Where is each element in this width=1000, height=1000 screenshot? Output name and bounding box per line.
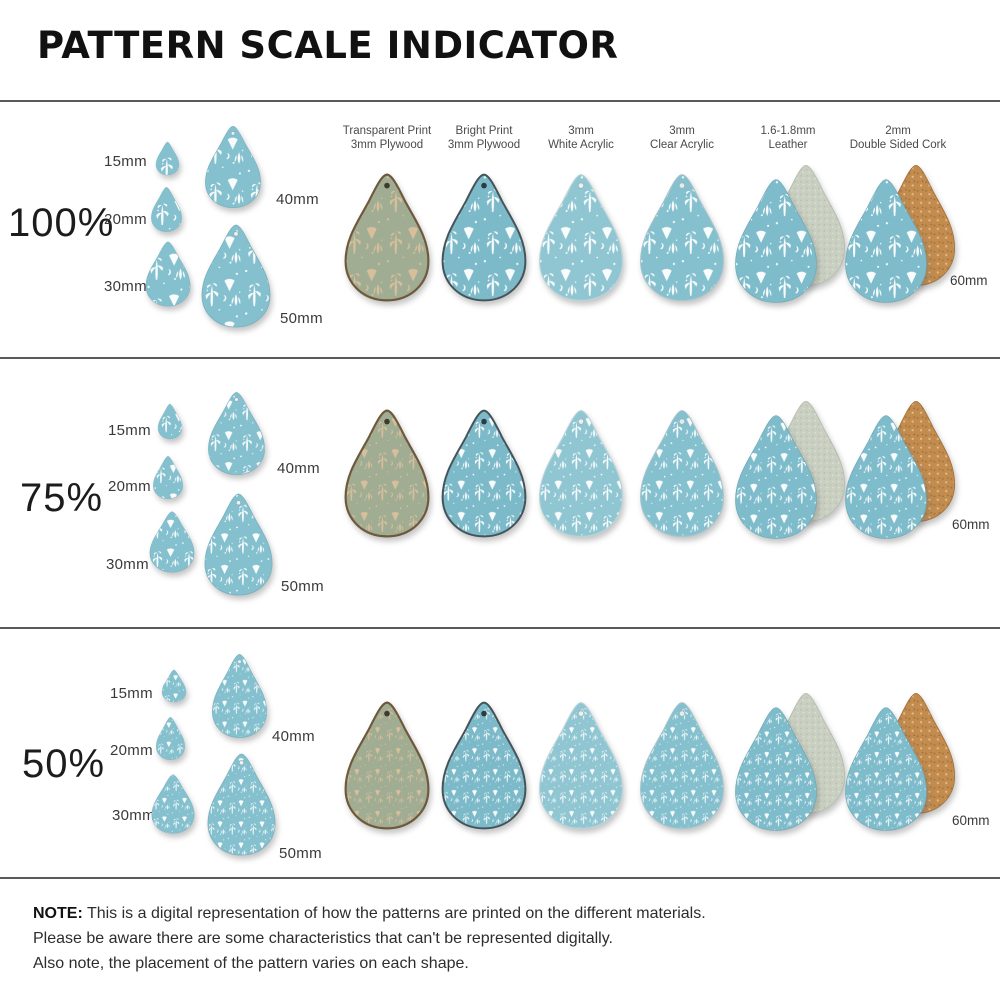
- teardrop-75-bright-plywood: [439, 407, 529, 540]
- material-header-bright-plywood: Bright Print 3mm Plywood: [447, 125, 521, 151]
- teardrop-50-transparent-plywood: [342, 699, 432, 832]
- teardrop-75-20mm: [152, 455, 184, 500]
- teardrop-100-50mm: [199, 222, 273, 330]
- teardrop-50-cork-front: [842, 704, 930, 834]
- size-label-30mm: 30mm: [106, 556, 149, 573]
- scale-label-50: 50%: [22, 742, 106, 786]
- teardrop-50-clear-acrylic: [637, 699, 727, 832]
- teardrop-50-50mm: [205, 751, 278, 858]
- size-label-40mm: 40mm: [276, 191, 319, 208]
- size-label-60mm: 60mm: [952, 813, 990, 828]
- size-label-15mm: 15mm: [108, 422, 151, 439]
- teardrop-100-40mm: [203, 124, 263, 210]
- size-label-60mm: 60mm: [952, 517, 990, 532]
- teardrop-100-20mm: [150, 186, 183, 233]
- divider: [0, 627, 1000, 629]
- teardrop-75-white-acrylic: [536, 407, 626, 540]
- note-label: NOTE:: [33, 905, 83, 922]
- teardrop-75-15mm: [157, 403, 183, 440]
- teardrop-50-30mm: [150, 773, 196, 835]
- material-header-white-acrylic: 3mm White Acrylic: [548, 125, 614, 151]
- teardrop-75-clear-acrylic: [637, 407, 727, 540]
- size-label-15mm: 15mm: [104, 153, 147, 170]
- size-label-50mm: 50mm: [281, 578, 324, 595]
- teardrop-75-transparent-plywood: [342, 407, 432, 540]
- material-header-leather: 1.6-1.8mm Leather: [760, 125, 816, 151]
- size-label-50mm: 50mm: [279, 845, 322, 862]
- teardrop-75-leather-front: [732, 412, 820, 542]
- teardrop-100-white-acrylic: [536, 171, 626, 304]
- size-label-50mm: 50mm: [280, 310, 323, 327]
- teardrop-50-leather-front: [732, 704, 820, 834]
- scale-label-100: 100%: [8, 201, 115, 245]
- teardrop-100-30mm: [144, 240, 192, 308]
- material-header-clear-acrylic: 3mm Clear Acrylic: [650, 125, 714, 151]
- teardrop-75-cork-front: [842, 412, 930, 542]
- size-label-20mm: 20mm: [104, 211, 147, 228]
- size-label-20mm: 20mm: [110, 742, 153, 759]
- size-label-40mm: 40mm: [277, 460, 320, 477]
- teardrop-50-white-acrylic: [536, 699, 626, 832]
- size-label-40mm: 40mm: [272, 728, 315, 745]
- size-label-20mm: 20mm: [108, 478, 151, 495]
- material-header-transparent-plywood: Transparent Print 3mm Plywood: [342, 125, 432, 151]
- size-label-15mm: 15mm: [110, 685, 153, 702]
- size-label-30mm: 30mm: [104, 278, 147, 295]
- teardrop-75-40mm: [206, 390, 267, 477]
- page-title: PATTERN SCALE INDICATOR: [37, 24, 619, 67]
- teardrop-50-15mm: [161, 669, 187, 703]
- divider: [0, 357, 1000, 359]
- teardrop-100-transparent-plywood: [342, 171, 432, 304]
- divider: [0, 877, 1000, 879]
- teardrop-75-30mm: [148, 510, 196, 574]
- size-label-60mm: 60mm: [950, 273, 988, 288]
- note-text: NOTE: This is a digital representation o…: [33, 905, 706, 972]
- teardrop-50-20mm: [155, 716, 186, 761]
- material-header-cork: 2mm Double Sided Cork: [849, 125, 947, 151]
- scale-label-75: 75%: [20, 476, 104, 520]
- teardrop-100-cork-front: [842, 176, 930, 306]
- teardrop-100-clear-acrylic: [637, 171, 727, 304]
- teardrop-50-40mm: [210, 652, 269, 740]
- size-label-30mm: 30mm: [112, 807, 155, 824]
- teardrop-100-15mm: [155, 141, 180, 176]
- teardrop-75-50mm: [202, 491, 275, 598]
- teardrop-100-bright-plywood: [439, 171, 529, 304]
- divider: [0, 100, 1000, 102]
- teardrop-50-bright-plywood: [439, 699, 529, 832]
- teardrop-100-leather-front: [732, 176, 820, 306]
